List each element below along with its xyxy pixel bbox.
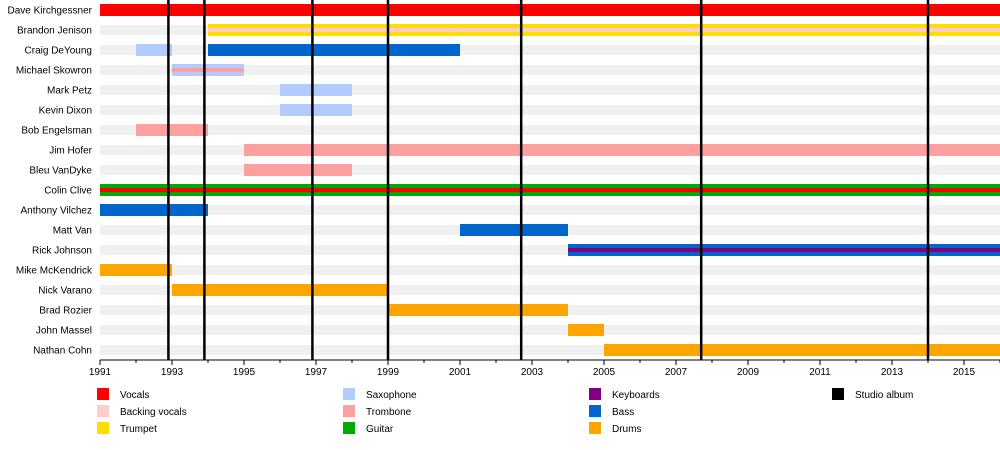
legend-swatch — [589, 422, 601, 434]
x-axis: 1991 1993 1995 1997 1999 2001 2003 2005 2007 2009… — [89, 359, 1000, 378]
row-stripe — [100, 125, 1000, 135]
member-name: Jim Hofer — [49, 146, 92, 157]
legend-swatch — [589, 405, 601, 417]
row-stripe — [100, 285, 1000, 295]
member-bar — [460, 224, 568, 236]
legend-swatch — [343, 422, 355, 434]
legend-swatch — [343, 405, 355, 417]
row-stripe — [100, 265, 1000, 275]
legend-label: Trumpet — [120, 424, 157, 435]
tick-label: 1993 — [161, 367, 184, 378]
member-bar — [136, 124, 208, 136]
member-bar-secondary — [100, 188, 1000, 192]
tick-label: 1999 — [377, 367, 400, 378]
tick-label: 2007 — [665, 367, 688, 378]
member-bar — [100, 204, 208, 216]
member-names: Dave Kirchgessner Brandon Jenison Craig De… — [8, 6, 93, 357]
row-stripes — [100, 5, 1000, 355]
member-bar — [172, 284, 388, 296]
member-name: Bob Engelsman — [21, 126, 92, 137]
legend-swatch — [97, 388, 109, 400]
member-bar-secondary — [568, 248, 1000, 252]
row-stripe — [100, 345, 1000, 355]
member-name: Colin Clive — [44, 186, 92, 197]
member-bar — [208, 44, 460, 56]
tick-label: 2013 — [881, 367, 904, 378]
legend-swatch — [97, 422, 109, 434]
tick-label: 2005 — [593, 367, 616, 378]
row-stripe — [100, 65, 1000, 75]
tick-label: 2003 — [521, 367, 544, 378]
legend-label: Vocals — [120, 390, 149, 401]
tick-label: 2001 — [449, 367, 472, 378]
member-bar — [280, 84, 352, 96]
member-name: Brandon Jenison — [17, 26, 92, 37]
member-name: Anthony Vilchez — [20, 206, 92, 217]
tick-label: 2009 — [737, 367, 760, 378]
member-bar — [136, 44, 172, 56]
legend-swatch — [589, 388, 601, 400]
studio-album-lines — [167, 0, 930, 360]
member-bar — [244, 164, 352, 176]
row-stripe — [100, 205, 1000, 215]
member-name: Rick Johnson — [32, 246, 92, 257]
member-name: Kevin Dixon — [39, 106, 92, 117]
legend-label: Studio album — [855, 390, 913, 401]
member-bar — [244, 144, 1000, 156]
member-bar — [280, 104, 352, 116]
member-name: Nathan Cohn — [33, 346, 92, 357]
tick-label: 2015 — [953, 367, 976, 378]
member-bar — [568, 324, 604, 336]
member-name: Michael Skowron — [16, 66, 92, 77]
tick-label: 2011 — [809, 367, 831, 378]
legend-label: Saxophone — [366, 390, 417, 401]
row-stripe — [100, 85, 1000, 95]
member-bars — [100, 4, 1000, 356]
member-name: Matt Van — [53, 226, 92, 237]
member-name: John Massel — [36, 326, 92, 337]
legend-label: Trombone — [366, 407, 412, 418]
legend-label: Backing vocals — [120, 407, 187, 418]
member-bar-secondary — [208, 28, 1000, 32]
legend-swatch — [832, 388, 844, 400]
member-bar — [604, 344, 1000, 356]
legend-label: Keyboards — [612, 390, 660, 401]
member-name: Brad Rozier — [39, 306, 92, 317]
legend-label: Bass — [612, 407, 634, 418]
legend-label: Guitar — [366, 424, 394, 435]
row-stripe — [100, 105, 1000, 115]
member-name: Mike McKendrick — [16, 266, 93, 277]
member-name: Mark Petz — [47, 86, 92, 97]
tick-label: 1997 — [305, 367, 328, 378]
legend-label: Drums — [612, 424, 641, 435]
legend: Vocals Backing vocals Trumpet Saxophone Trom… — [97, 388, 913, 435]
legend-swatch — [97, 405, 109, 417]
member-bar — [100, 4, 1000, 16]
row-stripe — [100, 45, 1000, 55]
member-name: Craig DeYoung — [25, 46, 92, 57]
tick-label: 1991 — [89, 367, 112, 378]
tick-label: 1995 — [233, 367, 256, 378]
row-stripe — [100, 165, 1000, 175]
member-name: Dave Kirchgessner — [8, 6, 93, 17]
row-stripe — [100, 245, 1000, 255]
member-bar — [100, 264, 172, 276]
member-bar — [388, 304, 568, 316]
member-bar-secondary — [172, 68, 244, 72]
member-name: Bleu VanDyke — [29, 166, 92, 177]
row-stripe — [100, 325, 1000, 335]
member-name: Nick Varano — [38, 286, 92, 297]
legend-swatch — [343, 388, 355, 400]
